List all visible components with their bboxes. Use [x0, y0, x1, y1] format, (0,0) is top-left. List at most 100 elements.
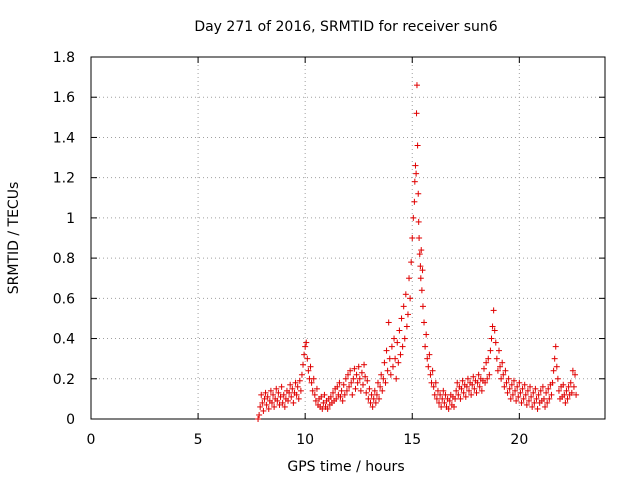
data-point — [293, 391, 300, 398]
data-point — [457, 395, 464, 402]
data-point — [300, 361, 307, 368]
data-point — [319, 405, 326, 412]
data-point — [392, 355, 399, 362]
data-point — [259, 399, 266, 406]
data-point — [386, 355, 393, 362]
y-tick-label: 0.2 — [53, 372, 75, 388]
data-point — [276, 401, 283, 408]
data-point — [451, 403, 458, 410]
data-point — [263, 401, 270, 408]
x-axis-label: GPS time / hours — [287, 459, 404, 475]
data-point — [434, 387, 441, 394]
data-point — [292, 379, 299, 386]
data-point — [415, 218, 422, 225]
data-point — [475, 371, 482, 378]
data-point — [418, 287, 425, 294]
data-point — [262, 389, 269, 396]
data-point — [560, 381, 567, 388]
data-point — [567, 379, 574, 386]
data-point — [483, 359, 490, 366]
data-point — [321, 391, 328, 398]
data-point — [410, 214, 417, 221]
data-point — [362, 373, 369, 380]
data-point — [422, 343, 429, 350]
data-point — [552, 343, 559, 350]
data-point — [264, 393, 271, 400]
data-point — [270, 391, 277, 398]
data-point — [542, 403, 549, 410]
data-point — [471, 385, 478, 392]
data-point — [413, 82, 420, 89]
data-point — [369, 403, 376, 410]
data-point — [568, 389, 575, 396]
data-point — [407, 295, 414, 302]
data-point — [503, 379, 510, 386]
data-point — [279, 399, 286, 406]
data-point — [490, 307, 497, 314]
data-point — [492, 339, 499, 346]
data-point — [524, 387, 531, 394]
data-point — [280, 391, 287, 398]
data-point — [256, 411, 263, 418]
data-point — [376, 395, 383, 402]
data-point — [318, 393, 325, 400]
data-point — [519, 385, 526, 392]
data-point — [417, 263, 424, 270]
data-point — [330, 389, 337, 396]
data-point — [529, 403, 536, 410]
data-point — [339, 397, 346, 404]
y-tick-label: 0.6 — [53, 291, 75, 307]
data-point — [352, 385, 359, 392]
data-point — [411, 178, 418, 185]
y-tick-label: 1.2 — [53, 171, 75, 187]
data-point — [476, 383, 483, 390]
data-point — [551, 355, 558, 362]
data-point — [565, 383, 572, 390]
data-point — [429, 367, 436, 374]
data-point — [425, 363, 432, 370]
data-point — [553, 363, 560, 370]
data-point — [521, 381, 528, 388]
data-point — [403, 323, 410, 330]
data-point — [512, 387, 519, 394]
data-point — [265, 405, 272, 412]
data-point — [518, 399, 525, 406]
data-point — [473, 389, 480, 396]
data-point — [563, 387, 570, 394]
data-point — [498, 375, 505, 382]
y-tick-label: 0 — [66, 412, 75, 428]
data-point — [274, 397, 281, 404]
chart-title: Day 271 of 2016, SRMTID for receiver sun… — [194, 19, 497, 35]
data-point — [419, 303, 426, 310]
data-point — [505, 375, 512, 382]
data-point — [515, 393, 522, 400]
data-point — [387, 371, 394, 378]
data-point — [495, 347, 502, 354]
data-point — [389, 363, 396, 370]
data-point — [527, 383, 534, 390]
data-point — [380, 375, 387, 382]
data-point — [513, 397, 520, 404]
data-point — [411, 198, 418, 205]
data-point — [404, 311, 411, 318]
data-point — [303, 339, 310, 346]
data-point — [302, 343, 309, 350]
data-point — [346, 383, 353, 390]
data-point — [406, 275, 413, 282]
data-point — [288, 393, 295, 400]
y-tick-label: 1.6 — [53, 90, 75, 106]
data-point — [311, 391, 318, 398]
data-point — [258, 391, 265, 398]
data-point — [297, 387, 304, 394]
data-point — [327, 393, 334, 400]
data-point — [396, 327, 403, 334]
data-point — [372, 399, 379, 406]
data-point — [341, 391, 348, 398]
data-point — [281, 403, 288, 410]
data-point — [442, 391, 449, 398]
data-point — [438, 403, 445, 410]
data-point — [454, 379, 461, 386]
data-point — [554, 375, 561, 382]
data-point — [494, 367, 501, 374]
data-point — [502, 367, 509, 374]
